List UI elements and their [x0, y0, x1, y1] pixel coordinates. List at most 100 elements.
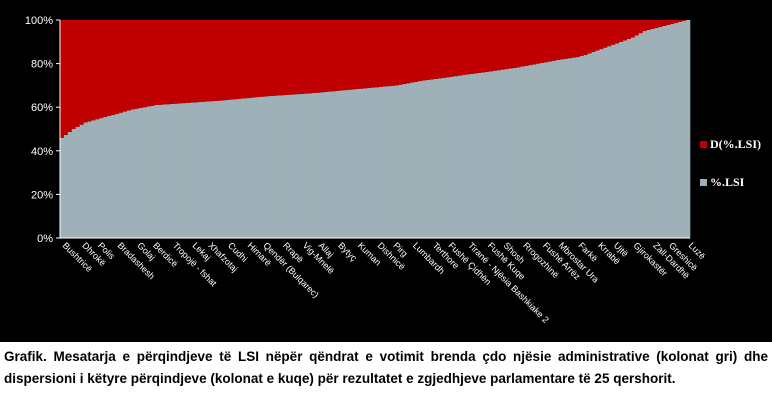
lsi-bar [335, 90, 340, 238]
dispersion-bar [654, 20, 659, 28]
lsi-bar [658, 26, 663, 238]
dispersion-bar [292, 20, 297, 95]
lsi-bar [615, 43, 620, 239]
lsi-bar [280, 95, 285, 239]
lsi-bar [205, 101, 210, 238]
lsi-bar [465, 74, 470, 238]
dispersion-bar [552, 20, 557, 61]
lsi-bar [166, 104, 171, 238]
lsi-bar [233, 99, 238, 238]
dispersion-bar [87, 20, 92, 122]
dispersion-bar [327, 20, 332, 92]
lsi-bar [201, 101, 206, 238]
lsi-bar [241, 98, 246, 238]
lsi-bar [485, 71, 490, 239]
dispersion-bar [611, 20, 616, 45]
lsi-bar [638, 33, 644, 238]
lsi-bar [229, 99, 234, 238]
dispersion-bar [158, 20, 163, 105]
chart-panel: 0% 20% 40% 60% 80% 100% Bushtricë Dhrokë Polis B… [0, 0, 772, 342]
dispersion-bar [138, 20, 143, 108]
lsi-bar [119, 112, 124, 238]
dispersion-bar [221, 20, 226, 101]
dispersion-bar [634, 20, 640, 36]
lsi-bar [75, 126, 80, 238]
lsi-bar [583, 54, 588, 238]
lsi-bar [359, 88, 364, 238]
lsi-bar [138, 107, 143, 238]
lsi-bar [575, 57, 581, 239]
lsi-bar [497, 70, 502, 238]
dispersion-bar [312, 20, 317, 94]
dispersion-bar [75, 20, 80, 127]
dispersion-bar [666, 20, 671, 25]
dispersion-bar [398, 20, 403, 85]
lsi-bar [528, 65, 533, 238]
lsi-bar [107, 115, 112, 238]
lsi-bar [264, 96, 269, 238]
dispersion-bar [367, 20, 372, 88]
dispersion-bar [150, 20, 155, 106]
dispersion-bar [126, 20, 132, 111]
lsi-bar [398, 84, 403, 238]
dispersion-bar [418, 20, 423, 82]
lsi-bar [386, 86, 392, 238]
dispersion-bar [599, 20, 604, 50]
dispersion-bar [567, 20, 573, 59]
lsi-bar [686, 20, 691, 238]
x-tick-label: Bytyç [336, 240, 359, 263]
y-tick-label: 100% [25, 15, 53, 27]
lsi-bar [91, 120, 96, 238]
lsi-bar [390, 85, 395, 238]
dispersion-bar [682, 20, 687, 21]
dispersion-bar [390, 20, 395, 86]
lsi-bar [249, 97, 254, 239]
lsi-bar [331, 91, 336, 238]
dispersion-bar [296, 20, 301, 95]
dispersion-bar [670, 20, 675, 24]
lsi-bar [662, 25, 667, 239]
lsi-bar [60, 137, 65, 238]
lsi-bar [355, 89, 360, 239]
dispersion-bar [268, 20, 273, 97]
dispersion-bar [410, 20, 415, 83]
y-tick-label: 0% [37, 233, 53, 245]
dispersion-bar [95, 20, 100, 120]
dispersion-bar [564, 20, 569, 59]
lsi-bar [193, 102, 199, 238]
dispersion-bar [60, 20, 65, 138]
dispersion-bar [260, 20, 266, 97]
dispersion-bar [650, 20, 655, 29]
dispersion-bar [174, 20, 179, 104]
lsi-bar [520, 66, 525, 238]
lsi-bar [544, 62, 549, 238]
lsi-bar [323, 91, 329, 238]
dispersion-bar [284, 20, 289, 95]
lsi-bar [666, 24, 671, 239]
lsi-bar [611, 44, 616, 238]
lsi-bar [434, 78, 439, 238]
lsi-bar [319, 92, 325, 238]
dispersion-bar [178, 20, 183, 104]
dispersion-bar [272, 20, 277, 96]
dispersion-bar [461, 20, 466, 76]
dispersion-bar [678, 20, 683, 22]
dispersion-bar [182, 20, 187, 104]
dispersion-bar [603, 20, 608, 48]
dispersion-bar [99, 20, 104, 119]
dispersion-bar [508, 20, 514, 69]
dispersion-bar [115, 20, 120, 114]
dispersion-bar [63, 20, 69, 135]
dispersion-bar [130, 20, 136, 110]
dispersion-bar [493, 20, 498, 71]
lsi-bar [146, 106, 151, 239]
lsi-bar [445, 77, 451, 238]
dispersion-bar [394, 20, 399, 86]
lsi-bar [83, 122, 88, 238]
lsi-bar [678, 21, 683, 239]
dispersion-bar [406, 20, 411, 84]
lsi-bar [493, 70, 498, 238]
dispersion-bar [528, 20, 533, 66]
dispersion-bar [225, 20, 230, 100]
lsi-bar [438, 78, 443, 238]
